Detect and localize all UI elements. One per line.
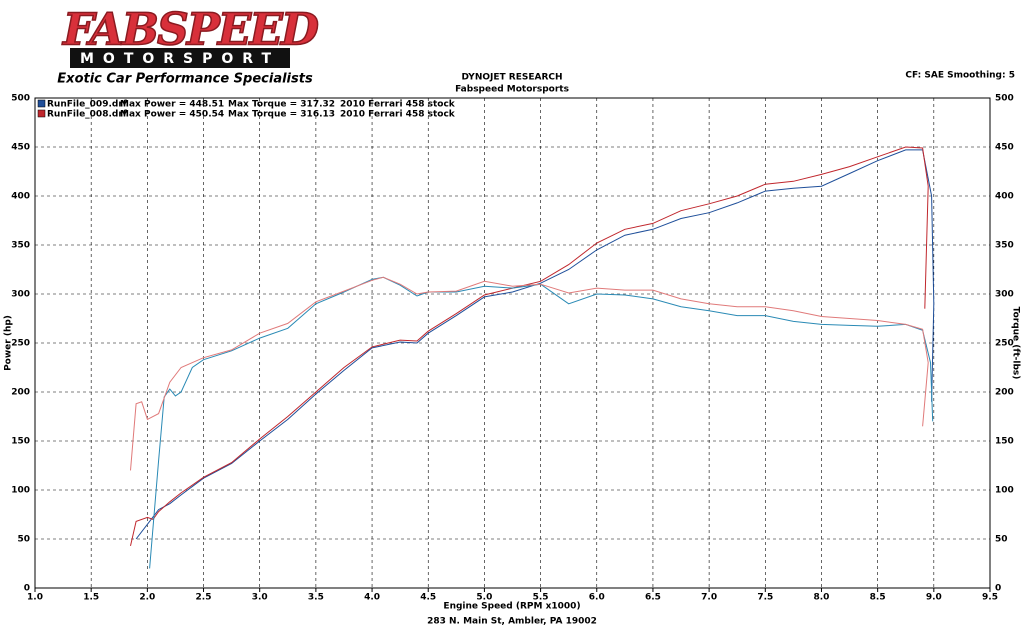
legend-torque: Max Torque = 316.13 xyxy=(228,110,335,120)
y2-tick-label: 100 xyxy=(995,486,1014,496)
y2-tick-label: 250 xyxy=(995,339,1014,349)
x-tick-label: 3.5 xyxy=(308,593,324,603)
series-line xyxy=(135,149,935,540)
x-tick-label: 1.5 xyxy=(83,593,99,603)
tagline: Exotic Car Performance Specialists xyxy=(57,72,313,87)
legend-power: Max Power = 450.54 xyxy=(120,110,224,120)
y-tick-label: 50 xyxy=(17,535,30,545)
x-tick-label: 6.0 xyxy=(589,593,605,603)
x-tick-label: 7.0 xyxy=(701,593,717,603)
y-tick-label: 0 xyxy=(24,584,30,594)
y-tick-label: 200 xyxy=(11,388,30,398)
legend-torque: Max Torque = 317.32 xyxy=(228,100,335,110)
y2-tick-label: 350 xyxy=(995,241,1014,251)
legend-car: 2010 Ferrari 458 stock xyxy=(340,100,456,110)
y-tick-label: 250 xyxy=(11,339,30,349)
legend-swatch xyxy=(37,109,46,118)
x-tick-label: 4.5 xyxy=(420,593,436,603)
y-tick-label: 400 xyxy=(11,192,30,202)
y-axis-label: Power (hp) xyxy=(4,315,14,371)
x-tick-label: 5.5 xyxy=(533,593,549,603)
x-tick-label: 9.5 xyxy=(982,593,998,603)
x-tick-label: 5.0 xyxy=(476,593,492,603)
x-tick-label: 2.0 xyxy=(139,593,155,603)
legend-run: RunFile_009.drf xyxy=(47,100,127,110)
settings: CF: SAE Smoothing: 5 xyxy=(905,71,1015,81)
y-tick-label: 100 xyxy=(11,486,30,496)
x-tick-label: 1.0 xyxy=(27,593,43,603)
x-tick-label: 2.5 xyxy=(196,593,212,603)
legend-power: Max Power = 448.51 xyxy=(120,100,224,110)
y-tick-label: 300 xyxy=(11,290,30,300)
y2-axis-label: Torque (ft-lbs) xyxy=(1011,307,1021,380)
legend-swatch xyxy=(37,99,46,108)
y-tick-label: 350 xyxy=(11,241,30,251)
x-tick-label: 6.5 xyxy=(645,593,661,603)
x-tick-label: 9.0 xyxy=(926,593,942,603)
y-tick-label: 500 xyxy=(11,94,30,104)
title: DYNOJET RESEARCH xyxy=(461,73,562,83)
legend-car: 2010 Ferrari 458 stock xyxy=(340,110,456,120)
footer: 283 N. Main St, Ambler, PA 19002 xyxy=(427,617,597,627)
y2-tick-label: 450 xyxy=(995,143,1014,153)
y2-tick-label: 300 xyxy=(995,290,1014,300)
series-line xyxy=(130,276,929,471)
x-tick-label: 8.5 xyxy=(870,593,886,603)
logo-band xyxy=(70,48,290,68)
x-tick-label: 7.5 xyxy=(757,593,773,603)
subtitle: Fabspeed Motorsports xyxy=(455,85,569,95)
series-line xyxy=(149,276,934,569)
x-axis-label: Engine Speed (RPM x1000) xyxy=(443,602,580,612)
logo: FABSPEED xyxy=(61,5,319,56)
legend-run: RunFile_008.drf xyxy=(47,110,127,120)
y2-tick-label: 50 xyxy=(995,535,1008,545)
y2-tick-label: 400 xyxy=(995,192,1014,202)
x-tick-label: 8.0 xyxy=(813,593,829,603)
y-tick-label: 450 xyxy=(11,143,30,153)
y2-tick-label: 500 xyxy=(995,94,1014,104)
y2-tick-label: 0 xyxy=(995,584,1001,594)
y-tick-label: 150 xyxy=(11,437,30,447)
x-tick-label: 3.0 xyxy=(252,593,268,603)
logo-sub: MOTORSPORT xyxy=(80,51,280,67)
y2-tick-label: 200 xyxy=(995,388,1014,398)
series-line xyxy=(130,146,929,547)
x-tick-label: 4.0 xyxy=(364,593,380,603)
y2-tick-label: 150 xyxy=(995,437,1014,447)
